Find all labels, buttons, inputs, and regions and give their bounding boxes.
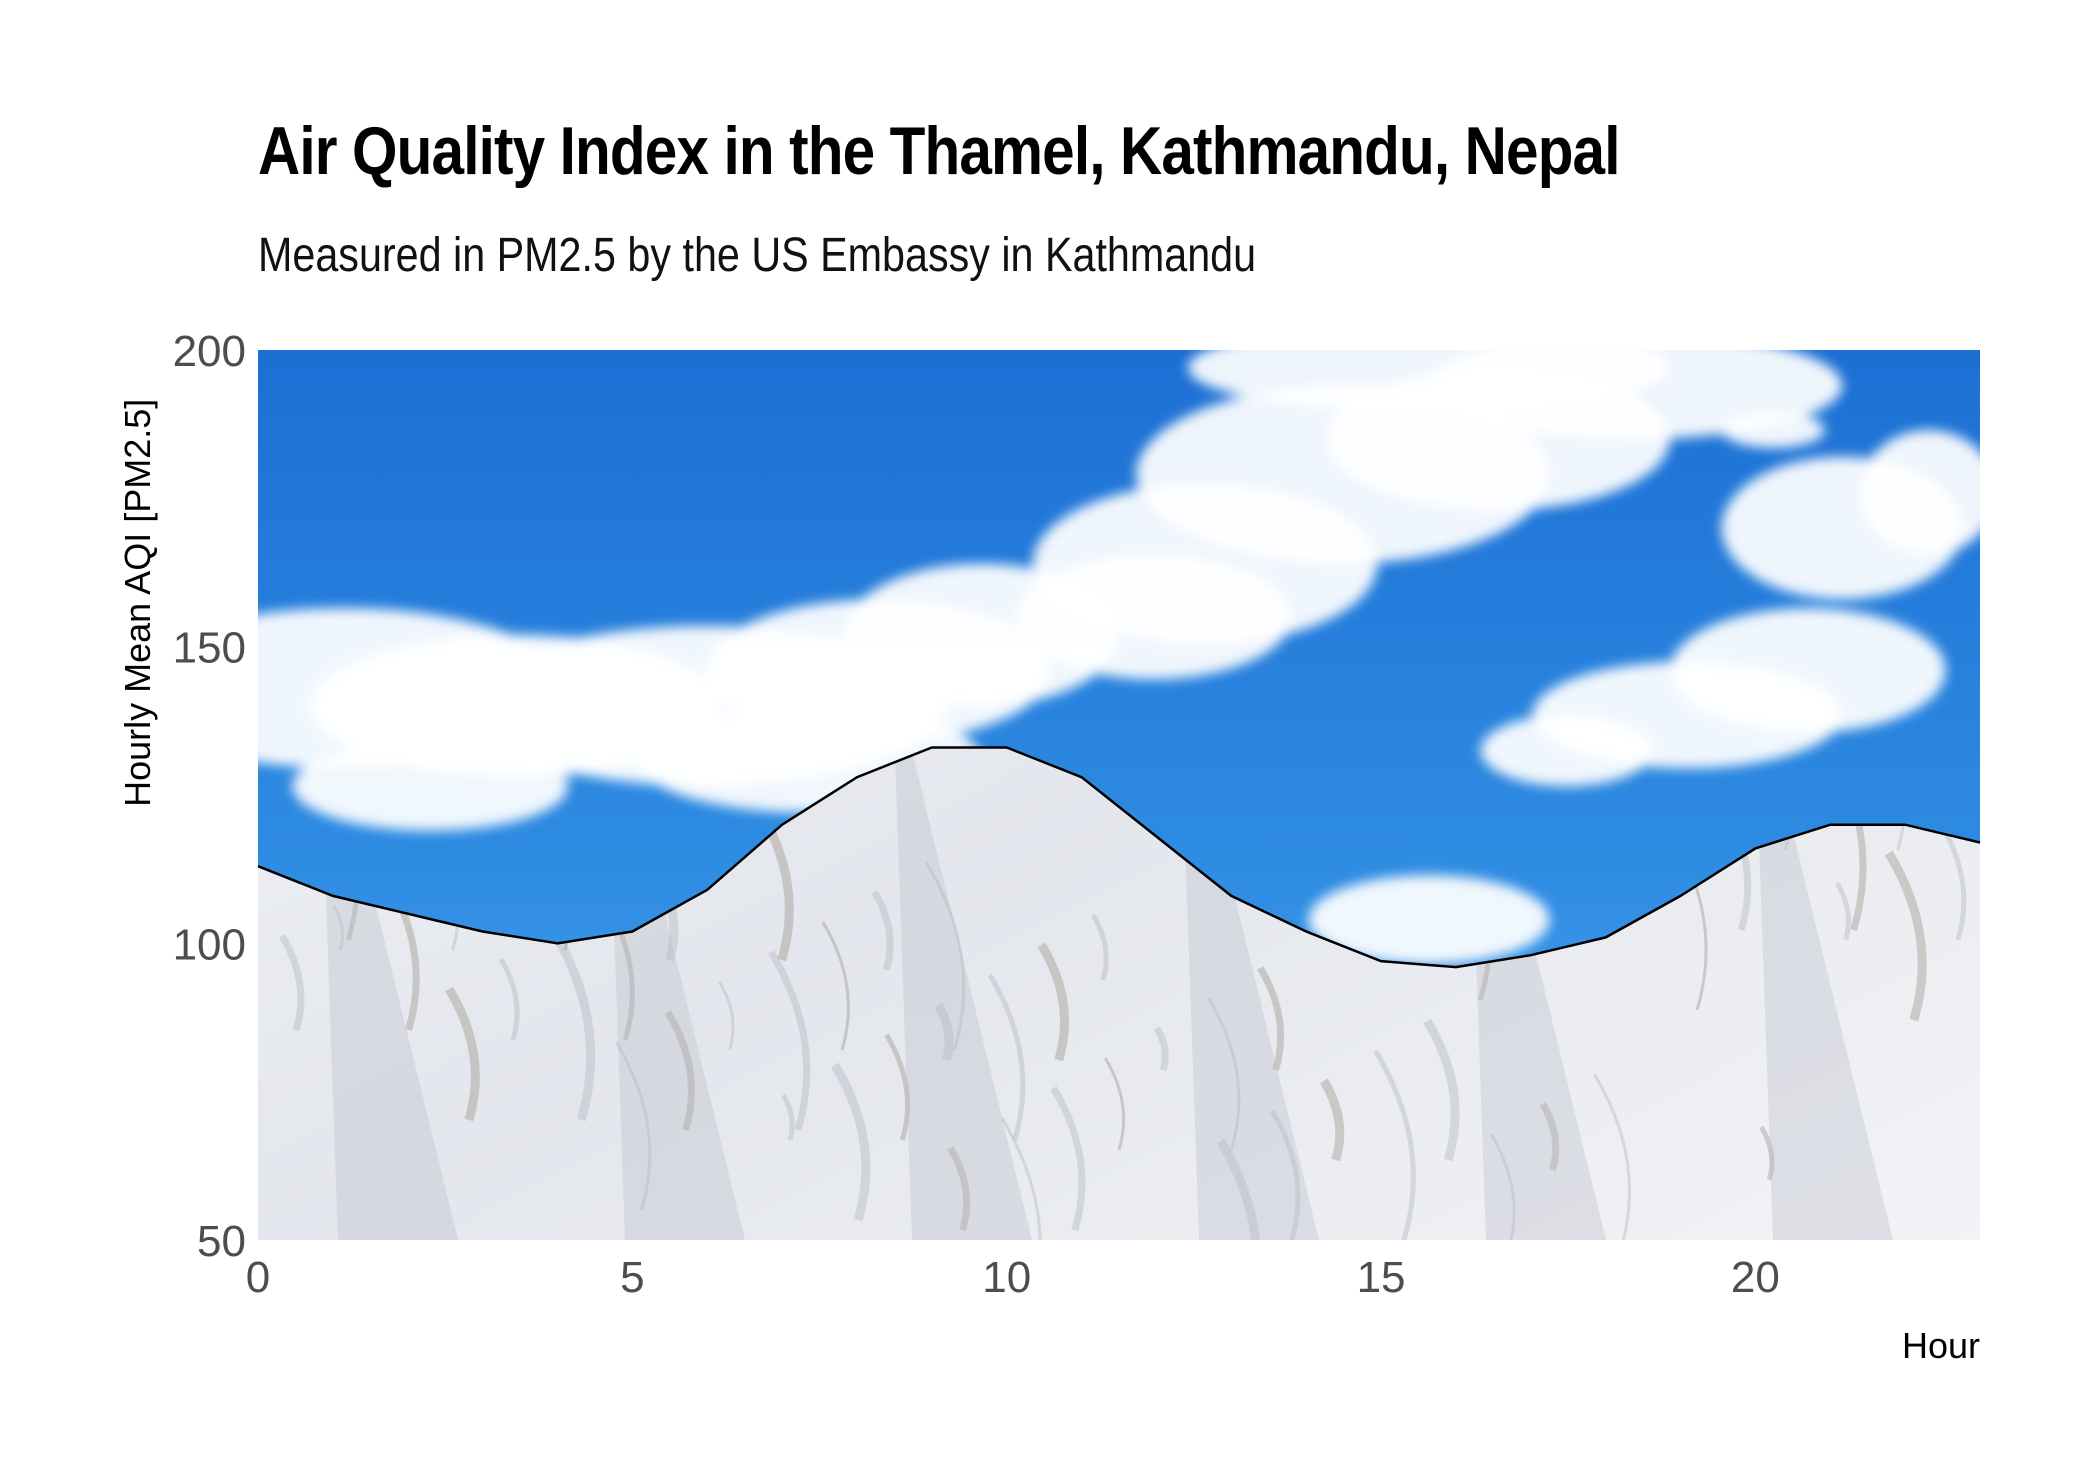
x-tick-label: 15: [1357, 1253, 1406, 1302]
x-tick-label: 5: [620, 1253, 644, 1302]
x-axis-ticks: 0 5 10 15 20: [246, 1253, 1780, 1302]
y-tick-label: 100: [173, 920, 246, 969]
x-tick-label: 20: [1731, 1253, 1780, 1302]
plot-background: [258, 350, 1980, 1240]
x-tick-label: 0: [246, 1253, 270, 1302]
chart-title: Air Quality Index in the Thamel, Kathman…: [258, 113, 1620, 189]
y-tick-label: 50: [197, 1217, 246, 1266]
y-tick-label: 200: [173, 327, 246, 376]
clouds: [258, 350, 1980, 965]
y-tick-label: 150: [173, 624, 246, 673]
aqi-line: [257, 746, 1981, 969]
x-tick-label: 10: [982, 1253, 1031, 1302]
y-axis-title: Hourly Mean AQI [PM2.5]: [117, 399, 158, 807]
chart-subtitle: Measured in PM2.5 by the US Embassy in K…: [258, 229, 1257, 282]
x-axis-title: Hour: [1902, 1325, 1980, 1366]
y-axis-ticks: 50 100 150 200: [173, 327, 246, 1266]
